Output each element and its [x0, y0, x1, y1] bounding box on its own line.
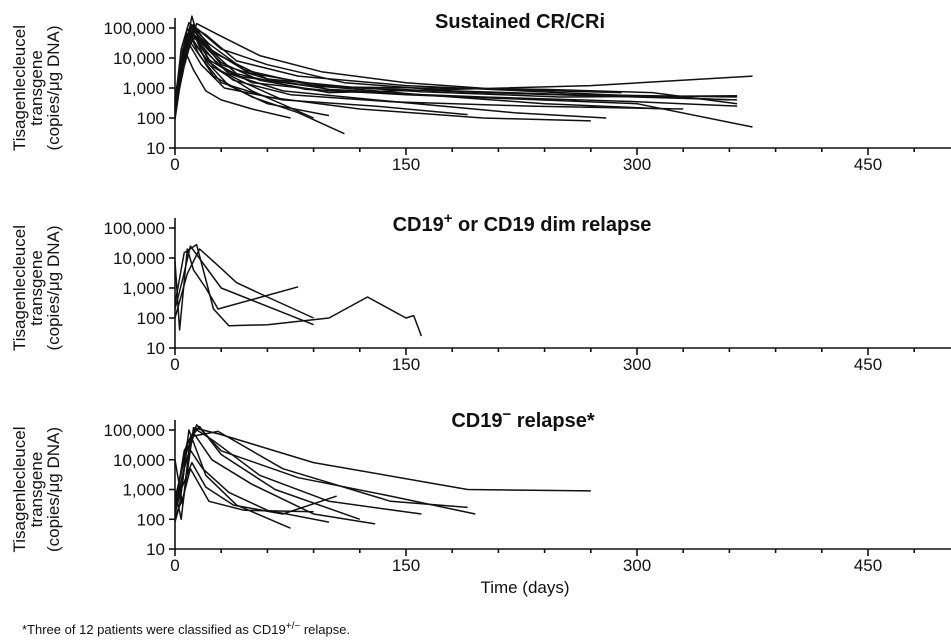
x-tick-label: 0 — [170, 556, 179, 575]
patient-line — [174, 428, 422, 515]
x-tick-label: 150 — [392, 155, 420, 174]
y-tick-label: 100 — [137, 109, 165, 128]
x-tick-label: 150 — [392, 355, 420, 374]
patient-line — [174, 430, 468, 521]
y-tick-label: 10 — [146, 540, 165, 559]
patient-line — [174, 22, 622, 101]
patient-line — [174, 467, 314, 518]
y-tick-label: 10 — [146, 139, 165, 158]
patient-line — [174, 426, 591, 506]
y-tick-label: 100 — [137, 510, 165, 529]
x-tick-label: 0 — [170, 355, 179, 374]
y-tick-label: 100,000 — [104, 19, 165, 38]
patient-line — [174, 248, 314, 319]
y-tick-label: 10 — [146, 339, 165, 358]
y-tick-label: 10,000 — [113, 451, 165, 470]
panel-cd19-negative-relapse: CD19− relapse* Tisagenlecleuceltransgene(… — [10, 406, 951, 597]
y-tick-label: 10,000 — [113, 49, 165, 68]
y-axis-label: Tisagenlecleuceltransgene(copies/μg DNA) — [10, 225, 63, 351]
patient-line — [174, 26, 391, 108]
y-tick-label: 1,000 — [122, 481, 165, 500]
panel-sustained-cr: Sustained CR/CRi Tisagenlecleuceltransgen… — [10, 11, 951, 174]
patient-line — [174, 243, 423, 337]
y-tick-label: 100,000 — [104, 421, 165, 440]
x-tick-label: 150 — [392, 556, 420, 575]
x-tick-label: 300 — [623, 155, 651, 174]
panel-title: Sustained CR/CRi — [435, 11, 605, 33]
x-axis-label: Time (days) — [480, 578, 569, 597]
y-axis-label: Tisagenlecleuceltransgene(copies/μg DNA) — [10, 427, 63, 553]
patient-line — [174, 245, 314, 326]
y-tick-label: 1,000 — [122, 79, 165, 98]
patient-line — [174, 461, 337, 515]
x-tick-label: 450 — [854, 355, 882, 374]
patient-line — [174, 248, 299, 331]
footnote: *Three of 12 patients were classified as… — [22, 621, 350, 638]
patient-line — [174, 23, 738, 101]
x-tick-label: 300 — [623, 556, 651, 575]
patient-line — [174, 432, 376, 525]
patient-line — [174, 29, 738, 105]
y-tick-label: 100,000 — [104, 219, 165, 238]
y-tick-label: 10,000 — [113, 249, 165, 268]
patient-line — [174, 425, 361, 521]
y-tick-label: 100 — [137, 309, 165, 328]
patient-line — [174, 429, 291, 529]
panel-title: CD19− relapse* — [451, 406, 595, 433]
x-tick-label: 0 — [170, 155, 179, 174]
x-tick-label: 300 — [623, 355, 651, 374]
x-tick-label: 450 — [854, 155, 882, 174]
y-tick-label: 1,000 — [122, 279, 165, 298]
x-tick-label: 450 — [854, 556, 882, 575]
panel-title: CD19+ or CD19 dim relapse — [393, 210, 652, 237]
panel-cd19-positive-relapse: CD19+ or CD19 dim relapse Tisagenlecleuce… — [10, 210, 951, 374]
y-axis-label: Tisagenlecleuceltransgene(copies/μg DNA) — [10, 25, 63, 151]
